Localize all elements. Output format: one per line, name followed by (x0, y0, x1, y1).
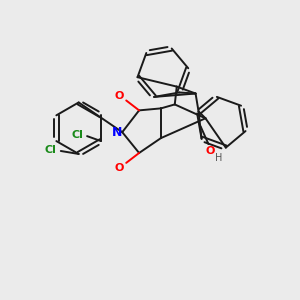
Text: H: H (215, 153, 222, 163)
Text: N: N (112, 126, 122, 139)
Text: Cl: Cl (71, 130, 83, 140)
Text: O: O (206, 146, 215, 156)
Text: O: O (115, 163, 124, 173)
Text: O: O (115, 91, 124, 100)
Text: Cl: Cl (45, 145, 57, 155)
